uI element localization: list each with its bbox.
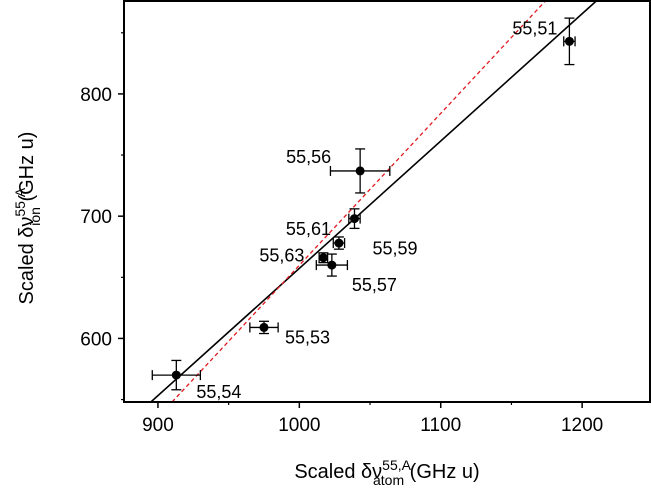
point-label: 55,51 (512, 18, 557, 38)
x-axis-title: Scaled δν55,A atom (GHz u) (294, 457, 479, 488)
point-label: 55,63 (259, 246, 304, 266)
point-label: 55,57 (352, 275, 397, 295)
point-label: 55,61 (286, 219, 331, 239)
point-labels: 55,51 55,56 55,59 55,61 55,63 55,57 55,53 55,54 (196, 18, 557, 402)
data-point (355, 166, 365, 176)
data-point (334, 238, 344, 248)
x-tick-label: 900 (142, 415, 174, 436)
y-tick-label: 700 (80, 207, 112, 228)
x-axis-ticks: 900 1000 1100 1200 (142, 402, 603, 436)
data-point (327, 260, 337, 270)
y-axis-title: Scaled δν55,Aion (GHz u) (12, 132, 43, 305)
data-point (318, 253, 328, 263)
dashed-fit-line (171, 1, 546, 402)
point-label: 55,56 (286, 147, 331, 167)
error-bars (151, 17, 576, 391)
x-tick-label: 1100 (420, 415, 461, 436)
y-tick-label: 600 (80, 329, 112, 350)
data-point (349, 214, 359, 224)
data-points (171, 36, 574, 380)
x-tick-label: 1000 (278, 415, 320, 436)
point-label: 55,53 (285, 327, 330, 347)
plot-frame (123, 0, 651, 403)
point-label: 55,59 (372, 239, 417, 259)
data-point (171, 370, 181, 380)
fit-lines (150, 1, 597, 402)
solid-fit-line (150, 1, 597, 402)
x-tick-label: 1200 (561, 415, 603, 436)
data-point (564, 36, 574, 46)
data-point (259, 322, 269, 332)
point-label: 55,54 (196, 382, 241, 402)
y-axis-ticks: 600 700 800 (80, 32, 124, 401)
y-tick-label: 800 (80, 85, 112, 106)
